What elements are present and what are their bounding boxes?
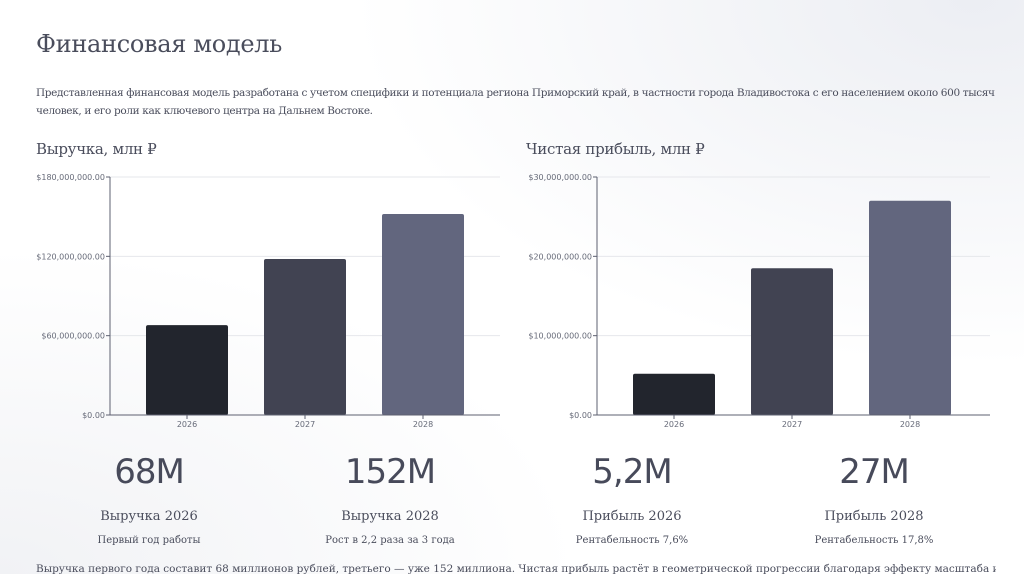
y-tick-label: $0.00 <box>82 411 105 420</box>
x-tick-label: 2027 <box>782 420 802 429</box>
page-title: Финансовая модель <box>36 30 283 58</box>
bar-2028 <box>869 200 951 415</box>
x-tick-label: 2026 <box>664 420 684 429</box>
profit-chart: $0.00 $10,000,000.00 $20,000,000.00 $30,000… <box>528 173 990 429</box>
revenue-chart: $0.00 $60,000,000.00 $120,000,000.00 $180,0… <box>36 173 500 429</box>
bar-2026 <box>633 373 715 415</box>
metric-label-profit-2026: Прибыль 2026 <box>582 509 682 524</box>
metric-sub-profit-2026: Рентабельность 7,6% <box>575 535 689 546</box>
footer-text: Выручка первого года составит 68 миллион… <box>36 563 996 575</box>
revenue-chart-title: Выручка, млн ₽ <box>36 140 157 158</box>
y-tick-label: $0.00 <box>569 411 592 420</box>
bar-2027 <box>264 258 346 415</box>
intro-text: Представленная финансовая модель разрабо… <box>36 87 995 117</box>
x-tick-label: 2026 <box>177 420 197 429</box>
metric-label-revenue-2026: Выручка 2026 <box>100 509 198 524</box>
y-tick-label: $30,000,000.00 <box>528 173 592 182</box>
profit-chart-title: Чистая прибыль, млн ₽ <box>526 140 705 158</box>
metric-label-profit-2028: Прибыль 2028 <box>824 509 924 524</box>
y-tick-label: $180,000,000.00 <box>36 173 105 182</box>
y-tick-label: $20,000,000.00 <box>528 252 592 261</box>
metric-value-revenue-2026: 68M <box>114 452 185 492</box>
bar-2027 <box>751 268 833 415</box>
y-tick-label: $60,000,000.00 <box>41 332 105 341</box>
y-tick-label: $120,000,000.00 <box>36 252 105 261</box>
bar-2026 <box>146 325 228 415</box>
metric-sub-profit-2028: Рентабельность 17,8% <box>814 535 934 546</box>
y-tick-label: $10,000,000.00 <box>528 332 592 341</box>
metric-sub-revenue-2026: Первый год работы <box>97 535 201 546</box>
x-tick-label: 2028 <box>413 420 433 429</box>
x-tick-label: 2027 <box>295 420 315 429</box>
bar-2028 <box>382 214 464 415</box>
metric-sub-revenue-2028: Рост в 2,2 раза за 3 года <box>325 535 455 546</box>
metric-value-profit-2026: 5,2M <box>592 452 672 492</box>
x-tick-label: 2028 <box>900 420 920 429</box>
metric-value-revenue-2028: 152M <box>344 452 436 492</box>
metric-value-profit-2028: 27M <box>839 452 910 492</box>
metric-label-revenue-2028: Выручка 2028 <box>341 509 439 524</box>
